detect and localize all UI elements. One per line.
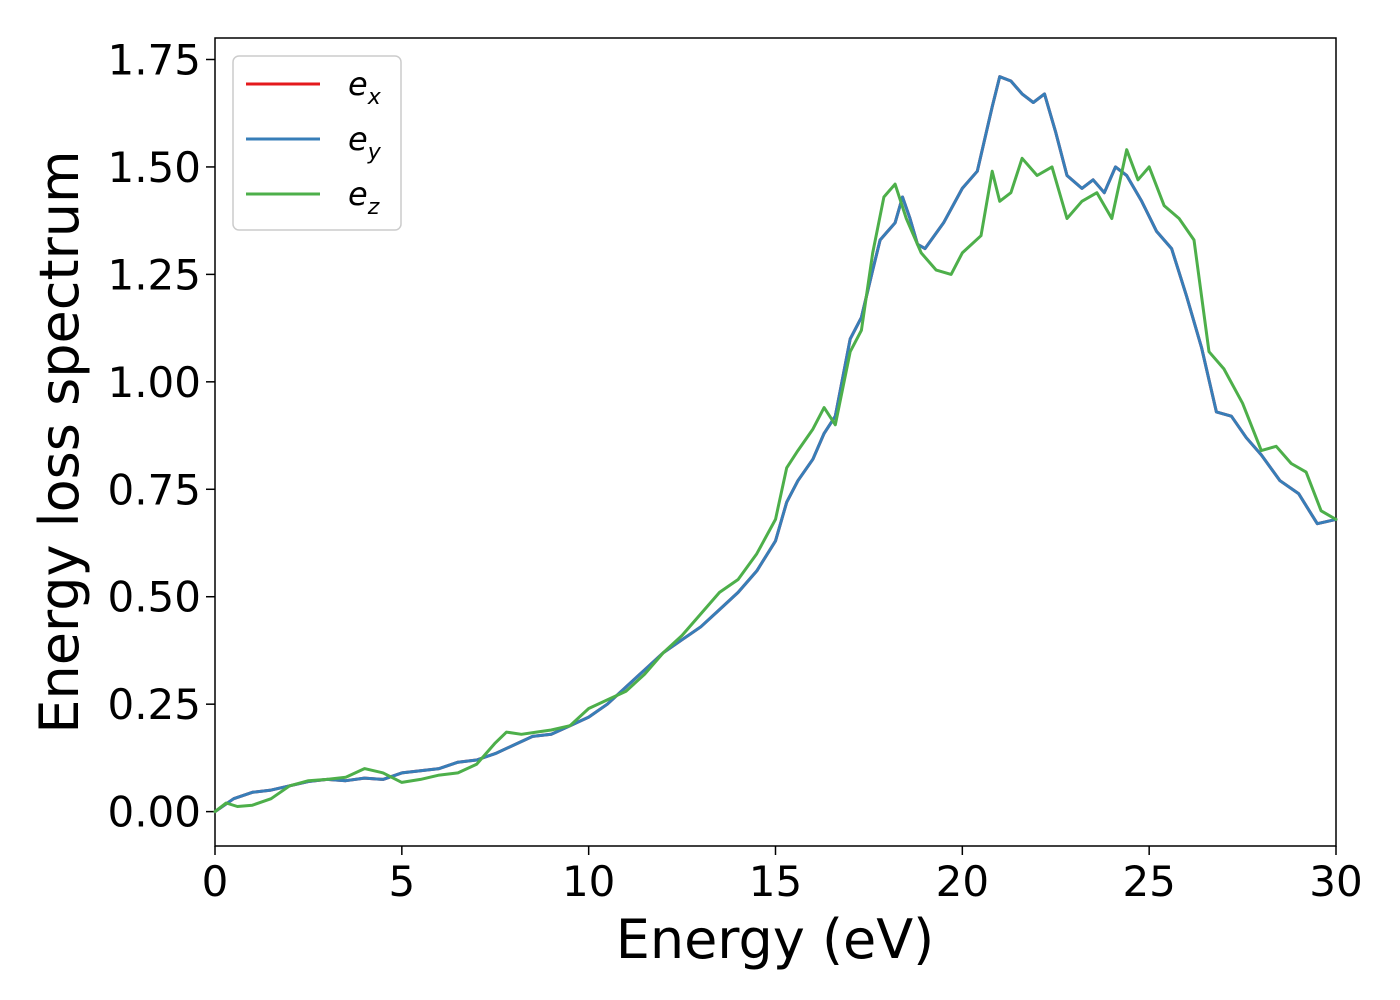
y-tick-label: 0.50 <box>107 573 201 622</box>
y-axis-label: Energy loss spectrum <box>28 150 91 733</box>
y-tick-label: 0.25 <box>107 680 201 729</box>
x-axis-label: Energy (eV) <box>616 908 935 971</box>
x-axis: 0 5 10 15 20 25 30 <box>202 846 1363 906</box>
legend-box <box>232 55 402 231</box>
x-tick-label: 30 <box>1309 857 1362 906</box>
x-tick-label: 0 <box>202 857 229 906</box>
x-tick-label: 25 <box>1122 857 1175 906</box>
y-tick-label: 0.00 <box>107 788 201 837</box>
legend-label-ez: ez <box>348 175 380 220</box>
plot-area <box>214 37 1337 847</box>
x-tick-label: 10 <box>562 857 615 906</box>
y-tick-label: 0.75 <box>107 465 201 514</box>
series-line-ey <box>213 75 1338 814</box>
x-tick-label: 20 <box>936 857 989 906</box>
series-group <box>213 75 1338 814</box>
series-line-ez <box>213 148 1338 814</box>
legend-label-ex: ex <box>348 65 382 110</box>
y-axis: 0.00 0.25 0.50 0.75 1.00 1.25 1.50 1.75 <box>107 35 215 837</box>
x-tick-label: 5 <box>388 857 415 906</box>
x-tick-label: 15 <box>749 857 802 906</box>
y-tick-label: 1.25 <box>107 250 201 299</box>
y-tick-label: 1.00 <box>107 358 201 407</box>
legend-label-ey: ey <box>348 120 382 165</box>
legend: ex ey ez <box>232 55 402 231</box>
y-tick-label: 1.50 <box>107 143 201 192</box>
y-tick-label: 1.75 <box>107 35 201 84</box>
